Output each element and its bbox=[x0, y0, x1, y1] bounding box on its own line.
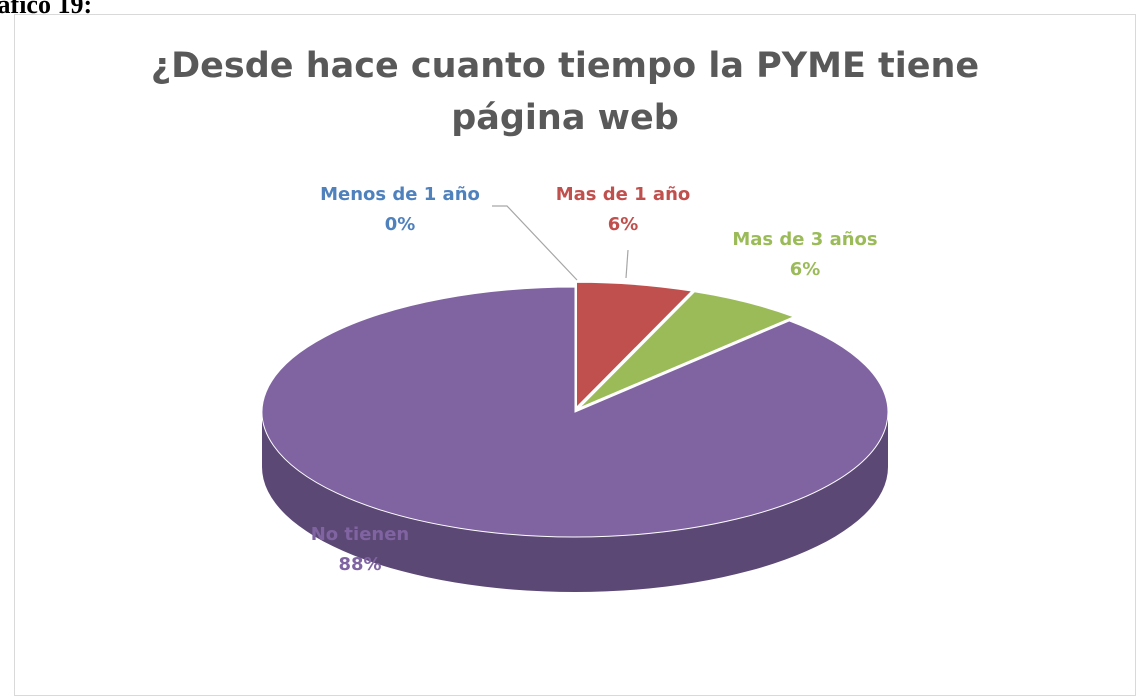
data-label-name: Mas de 1 año bbox=[556, 184, 691, 205]
pie-slice-group bbox=[575, 281, 693, 409]
pie-slice bbox=[578, 291, 795, 409]
data-label-name: Menos de 1 año bbox=[320, 184, 480, 205]
data-label: Mas de 3 años 6% bbox=[732, 229, 877, 280]
data-label: No tienen 88% bbox=[311, 524, 410, 575]
data-label-name: Mas de 3 años bbox=[732, 229, 877, 250]
data-label-value: 88% bbox=[338, 554, 381, 575]
data-label-name: No tienen bbox=[311, 524, 410, 545]
data-label-value: 6% bbox=[790, 259, 821, 280]
data-label-value: 6% bbox=[608, 214, 639, 235]
leader-line bbox=[492, 205, 578, 281]
data-label-value: 0% bbox=[385, 214, 416, 235]
pie-slice-group bbox=[578, 291, 795, 409]
pie-slice bbox=[575, 281, 693, 409]
data-label: Mas de 1 año 6% bbox=[556, 184, 691, 235]
data-label: Menos de 1 año 0% bbox=[320, 184, 480, 235]
chart: Menos de 1 año 0%Mas de 1 año 6%Mas de 3 a… bbox=[261, 184, 889, 592]
chart-title: ¿Desde hace cuanto tiempo la PYME tiene … bbox=[150, 46, 980, 138]
pie-slice-side bbox=[262, 412, 888, 592]
pie-slice-group bbox=[261, 286, 889, 592]
leader-line bbox=[625, 249, 629, 279]
pie-slice bbox=[261, 286, 889, 538]
